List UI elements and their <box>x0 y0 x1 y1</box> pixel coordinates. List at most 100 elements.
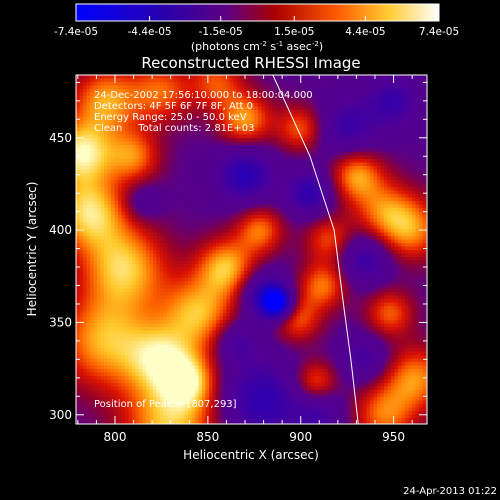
heatmap-cell <box>132 225 136 230</box>
heatmap-cell <box>121 187 126 191</box>
heatmap-cell <box>149 278 154 282</box>
heatmap-cell <box>121 390 126 394</box>
heatmap-cell <box>160 407 164 412</box>
heatmap-cell <box>118 85 122 90</box>
heatmap-cell <box>202 295 206 300</box>
heatmap-cell <box>223 260 227 265</box>
heatmap-cell <box>90 190 94 195</box>
heatmap-cell <box>240 316 245 321</box>
heatmap-cell <box>100 341 105 345</box>
heatmap-cell <box>97 176 101 181</box>
heatmap-cell <box>107 334 112 338</box>
heatmap-cell <box>167 183 171 188</box>
heatmap-cell <box>111 365 115 370</box>
heatmap-cell <box>139 264 143 268</box>
heatmap-cell <box>139 369 143 373</box>
heatmap-cell <box>230 362 234 366</box>
heatmap-cell <box>202 75 206 79</box>
heatmap-cell <box>184 176 189 181</box>
heatmap-cell <box>198 106 203 111</box>
heatmap-cell <box>93 260 98 265</box>
heatmap-cell <box>195 117 199 121</box>
heatmap-cell <box>100 414 105 419</box>
heatmap-cell <box>184 400 189 405</box>
heatmap-cell <box>177 229 182 233</box>
heatmap-cell <box>100 386 105 391</box>
heatmap-cell <box>195 208 199 212</box>
heatmap-cell <box>114 365 119 370</box>
heatmap-cell <box>240 306 245 310</box>
heatmap-cell <box>230 267 234 272</box>
heatmap-cell <box>135 393 140 398</box>
heatmap-cell <box>135 257 140 261</box>
heatmap-cell <box>226 393 231 398</box>
heatmap-cell <box>216 106 220 111</box>
heatmap-cell <box>107 138 112 142</box>
heatmap-cell <box>128 292 133 296</box>
heatmap-cell <box>79 348 84 352</box>
heatmap-cell <box>114 260 119 265</box>
heatmap-cell <box>111 362 115 366</box>
heatmap-cell <box>184 386 189 391</box>
heatmap-cell <box>125 159 129 163</box>
heatmap-cell <box>247 246 252 251</box>
heatmap-cell <box>181 124 185 128</box>
heatmap-cell <box>191 421 196 424</box>
heatmap-cell <box>226 82 231 86</box>
heatmap-cell <box>79 376 84 380</box>
heatmap-cell <box>202 246 206 251</box>
heatmap-cell <box>97 159 101 163</box>
heatmap-cell <box>163 358 168 363</box>
heatmap-cell <box>121 365 126 370</box>
heatmap-cell <box>244 327 248 331</box>
heatmap-cell <box>226 155 231 160</box>
heatmap-cell <box>90 120 94 125</box>
heatmap-cell <box>139 187 143 191</box>
heatmap-cell <box>97 337 101 342</box>
heatmap-cell <box>146 215 150 219</box>
heatmap-cell <box>90 390 94 394</box>
heatmap-cell <box>163 187 168 191</box>
heatmap-cell <box>135 397 140 401</box>
heatmap-cell <box>111 295 115 300</box>
heatmap-cell <box>125 75 129 79</box>
heatmap-cell <box>135 201 140 205</box>
heatmap-cell <box>205 278 210 282</box>
heatmap-cell <box>174 341 178 345</box>
heatmap-cell <box>79 127 84 132</box>
heatmap-cell <box>202 313 206 317</box>
heatmap-cell <box>142 316 147 321</box>
heatmap-cell <box>177 351 182 356</box>
heatmap-cell <box>240 292 245 296</box>
heatmap-cell <box>125 124 129 128</box>
heatmap-cell <box>90 173 94 177</box>
heatmap-cell <box>146 397 150 401</box>
heatmap-cell <box>139 236 143 240</box>
heatmap-cell <box>100 236 105 240</box>
heatmap-cell <box>79 253 84 258</box>
heatmap-cell <box>170 285 175 289</box>
heatmap-cell <box>247 334 252 338</box>
heatmap-cell <box>153 197 157 202</box>
heatmap-cell <box>195 418 199 422</box>
heatmap-cell <box>146 383 150 387</box>
heatmap-cell <box>184 197 189 202</box>
heatmap-cell <box>100 127 105 132</box>
heatmap-cell <box>188 120 192 125</box>
heatmap-cell <box>216 134 220 139</box>
heatmap-cell <box>163 404 168 408</box>
heatmap-cell <box>233 131 238 135</box>
heatmap-cell <box>76 404 80 408</box>
heatmap-cell <box>195 285 199 289</box>
heatmap-cell <box>114 243 119 247</box>
heatmap-cell <box>156 75 161 79</box>
heatmap-cell <box>107 204 112 209</box>
heatmap-cell <box>90 127 94 132</box>
heatmap-cell <box>125 281 129 286</box>
heatmap-cell <box>167 173 171 177</box>
heatmap-cell <box>247 152 252 156</box>
heatmap-cell <box>202 288 206 293</box>
heatmap-cell <box>205 383 210 387</box>
heatmap-cell <box>212 215 217 219</box>
heatmap-cell <box>156 89 161 93</box>
